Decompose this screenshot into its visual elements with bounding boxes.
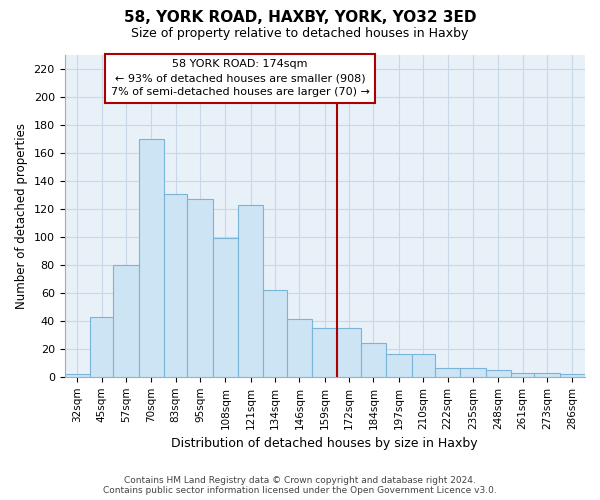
- Bar: [485, 370, 511, 377]
- Text: Size of property relative to detached houses in Haxby: Size of property relative to detached ho…: [131, 28, 469, 40]
- Bar: [361, 343, 386, 377]
- Bar: [460, 368, 485, 377]
- Bar: [212, 238, 238, 377]
- Bar: [65, 374, 90, 377]
- Bar: [164, 194, 187, 377]
- Bar: [535, 372, 560, 377]
- Bar: [312, 328, 337, 377]
- Bar: [113, 265, 139, 377]
- Text: 58 YORK ROAD: 174sqm
← 93% of detached houses are smaller (908)
7% of semi-detac: 58 YORK ROAD: 174sqm ← 93% of detached h…: [110, 59, 370, 97]
- Bar: [287, 320, 312, 377]
- Text: 58, YORK ROAD, HAXBY, YORK, YO32 3ED: 58, YORK ROAD, HAXBY, YORK, YO32 3ED: [124, 10, 476, 25]
- Bar: [560, 374, 585, 377]
- Bar: [386, 354, 412, 377]
- Bar: [90, 316, 113, 377]
- Bar: [238, 204, 263, 377]
- Y-axis label: Number of detached properties: Number of detached properties: [15, 123, 28, 309]
- Bar: [412, 354, 435, 377]
- Text: Contains HM Land Registry data © Crown copyright and database right 2024.
Contai: Contains HM Land Registry data © Crown c…: [103, 476, 497, 495]
- Bar: [263, 290, 287, 377]
- X-axis label: Distribution of detached houses by size in Haxby: Distribution of detached houses by size …: [172, 437, 478, 450]
- Bar: [139, 139, 164, 377]
- Bar: [187, 199, 212, 377]
- Bar: [511, 372, 535, 377]
- Bar: [337, 328, 361, 377]
- Bar: [435, 368, 460, 377]
